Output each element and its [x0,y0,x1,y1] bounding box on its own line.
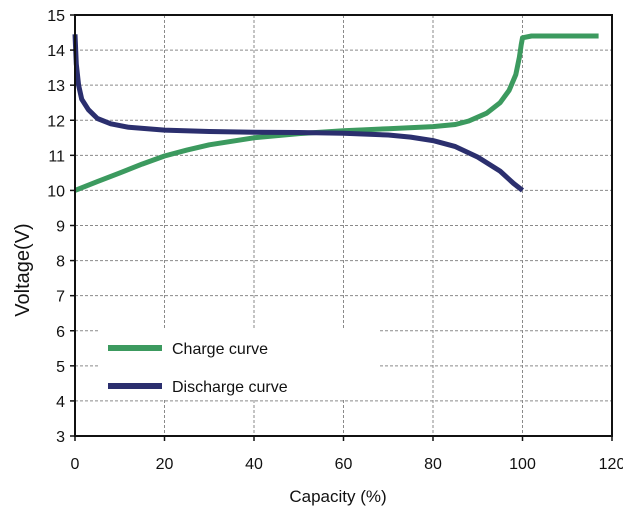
y-tick-label: 6 [56,324,65,341]
legend: Charge curve Discharge curve [98,328,378,400]
x-tick-label: 40 [245,456,263,473]
x-axis-title: Capacity (%) [289,487,386,506]
legend-label-charge: Charge curve [172,341,268,358]
y-tick-label: 9 [56,219,65,236]
y-tick-label: 11 [48,148,65,165]
x-tick-label: 0 [71,456,80,473]
y-tick-label: 14 [47,43,65,60]
y-tick-label: 5 [56,359,65,376]
y-tick-label: 3 [56,429,65,446]
y-tick-label: 8 [56,254,65,271]
y-tick-label: 15 [47,8,65,25]
x-tick-label: 100 [509,456,536,473]
y-tick-label: 13 [47,78,65,95]
series [72,33,599,193]
x-tick-label: 20 [156,456,174,473]
y-tick-label: 10 [47,183,65,200]
y-tick-label: 4 [56,394,65,411]
discharge-curve-line [72,34,525,193]
tick-labels: 3 4 5 6 7 8 9 10 11 12 13 14 15 0 20 40 60 80 100 120 [47,8,623,473]
y-axis-title: Voltage(V) [12,223,34,316]
y-tick-label: 12 [47,113,65,130]
x-tick-label: 120 [599,456,623,473]
legend-label-discharge: Discharge curve [172,379,288,396]
charge-curve-line [74,33,599,193]
x-tick-label: 60 [335,456,353,473]
x-tick-label: 80 [424,456,442,473]
y-tick-label: 7 [56,289,65,306]
